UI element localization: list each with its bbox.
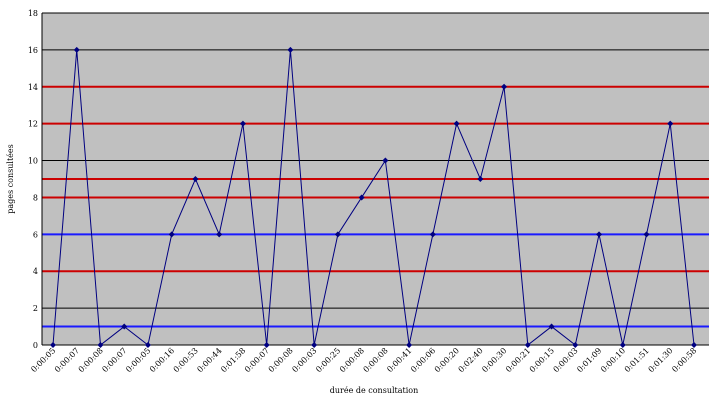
data-point	[73, 46, 80, 53]
x-tick-label: 0:00:08	[362, 346, 390, 374]
x-tick-label: 0:00:07	[53, 346, 81, 374]
x-tick-label: 0:00:05	[29, 346, 57, 374]
x-tick-label: 0:01:51	[623, 346, 651, 374]
y-axis-title: pages consultées	[6, 144, 15, 213]
x-tick-label: 0:00:16	[148, 346, 176, 374]
data-point	[311, 342, 318, 348]
data-point	[334, 231, 341, 238]
data-point	[643, 231, 650, 238]
series-line	[52, 49, 695, 346]
data-point	[619, 342, 626, 348]
x-axis-title: durée de consultation	[330, 386, 419, 395]
data-point	[168, 231, 175, 238]
data-point	[501, 83, 508, 90]
y-tick-label: 0	[33, 341, 38, 350]
data-point	[429, 231, 436, 238]
data-point	[358, 194, 365, 201]
y-tick-label: 2	[33, 304, 38, 313]
data-point	[192, 176, 199, 182]
x-tick-label: 0:00:06	[409, 346, 437, 374]
data-point	[524, 342, 531, 348]
data-point	[50, 342, 56, 348]
y-tick-label: 16	[28, 46, 38, 55]
x-tick-label: 0:00:53	[172, 346, 200, 374]
data-point	[121, 323, 128, 330]
x-tick-label: 0:00:03	[552, 346, 580, 374]
x-tick-label: 0:00:25	[314, 346, 342, 374]
reference-lines	[42, 85, 709, 328]
x-tick-label: 0:01:30	[646, 346, 674, 374]
x-tick-label: 0:00:15	[528, 346, 556, 374]
data-point	[406, 342, 413, 348]
data-point	[239, 120, 246, 127]
data-point	[477, 176, 484, 182]
x-tick-label: 0:00:58	[670, 346, 698, 374]
series-markers	[50, 46, 697, 348]
x-tick-label: 0:00:07	[100, 346, 128, 374]
x-tick-label: 0:00:08	[77, 346, 105, 374]
y-tick-label: 4	[33, 267, 38, 276]
y-tick-label: 10	[28, 157, 38, 166]
data-point	[548, 323, 555, 330]
x-tick-label: 0:00:30	[480, 346, 508, 374]
data-point	[287, 46, 294, 53]
data-point	[596, 231, 603, 238]
x-tick-label: 0:00:21	[504, 346, 532, 374]
x-tick-label: 0:00:44	[195, 346, 223, 374]
y-tick-labels: 0 2 4 6 8 10 12 14 16 18	[28, 9, 38, 350]
data-point	[382, 157, 389, 164]
data-point	[572, 342, 579, 348]
data-point	[667, 120, 674, 127]
y-tick-label: 14	[28, 83, 38, 92]
x-tick-label: 0:00:10	[599, 346, 627, 374]
x-tick-label: 0:01:58	[219, 346, 247, 374]
data-point	[691, 342, 697, 348]
data-point	[263, 342, 270, 348]
data-point	[97, 342, 104, 348]
x-tick-label: 0:00:05	[124, 346, 152, 374]
x-tick-label: 0:00:03	[290, 346, 318, 374]
y-tick-label: 12	[28, 120, 38, 129]
x-tick-labels: 0:00:050:00:070:00:080:00:070:00:050:00:…	[29, 346, 698, 374]
x-tick-label: 0:00:08	[267, 346, 295, 374]
x-tick-label: 0:00:07	[243, 346, 271, 374]
x-tick-label: 0:02:40	[457, 346, 485, 374]
x-tick-label: 0:00:41	[385, 346, 413, 374]
x-tick-label: 0:00:20	[433, 346, 461, 374]
x-tick-label: 0:01:09	[575, 346, 603, 374]
y-tick-label: 18	[28, 9, 38, 18]
data-point	[216, 231, 223, 238]
y-tick-label: 6	[33, 230, 38, 239]
y-tick-label: 8	[33, 193, 38, 202]
data-point	[453, 120, 460, 127]
x-tick-label: 0:00:08	[338, 346, 366, 374]
data-point	[144, 342, 151, 348]
